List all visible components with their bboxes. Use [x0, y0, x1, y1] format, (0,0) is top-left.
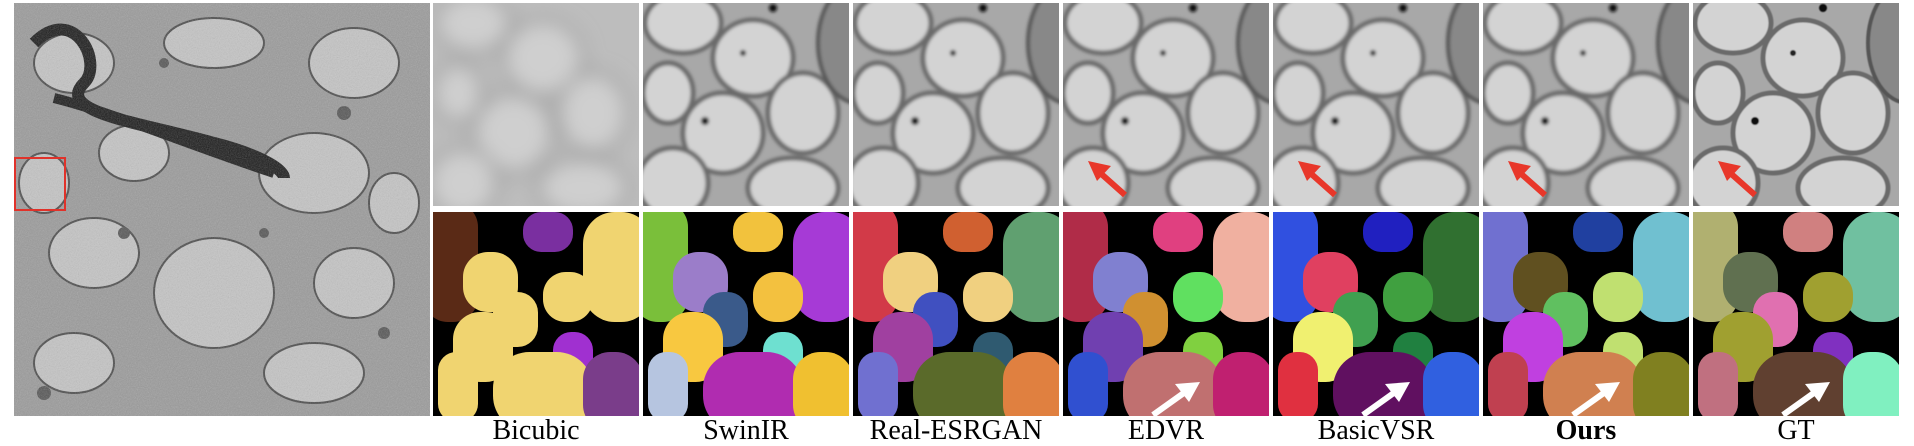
red-arrow-icon	[1298, 161, 1337, 198]
result-image-ours	[1483, 3, 1689, 206]
result-panel-basicvsr	[1273, 3, 1479, 206]
segmentation-image-gt	[1693, 212, 1899, 416]
result-image-real-esrgan	[853, 3, 1059, 206]
segmentation-panel-swinir	[643, 212, 849, 416]
white-arrow-icon	[1151, 382, 1200, 416]
segmentation-image-real-esrgan	[853, 212, 1059, 416]
segmentation-panel-bicubic	[433, 212, 639, 416]
result-panel-bicubic	[433, 3, 639, 206]
column-label-gt: GT	[1777, 415, 1815, 446]
result-panel-gt	[1693, 3, 1899, 206]
result-image-gt	[1693, 3, 1899, 206]
column-label-ours: Ours	[1555, 415, 1617, 446]
segmentation-panel-basicvsr	[1273, 212, 1479, 416]
segmentation-panel-ours	[1483, 212, 1689, 416]
segmentation-image-swinir	[643, 212, 849, 416]
white-arrow-icon	[1361, 382, 1410, 416]
result-panel-real-esrgan	[853, 3, 1059, 206]
segmentation-image-ours	[1483, 212, 1689, 416]
column-label-real-esrgan: Real-ESRGAN	[869, 415, 1043, 446]
overview-em-image	[14, 3, 430, 416]
result-panel-ours	[1483, 3, 1689, 206]
segmentation-image-edvr	[1063, 212, 1269, 416]
segmentation-image-basicvsr	[1273, 212, 1479, 416]
white-arrow-icon	[1781, 382, 1830, 416]
column-label-basicvsr: BasicVSR	[1317, 415, 1435, 446]
red-arrow-icon	[1088, 161, 1127, 198]
column-label-edvr: EDVR	[1127, 415, 1205, 446]
result-panel-swinir	[643, 3, 849, 206]
white-arrow-icon	[1571, 382, 1620, 416]
result-image-basicvsr	[1273, 3, 1479, 206]
column-label-swinir: SwinIR	[703, 415, 789, 446]
segmentation-panel-edvr	[1063, 212, 1269, 416]
result-panel-edvr	[1063, 3, 1269, 206]
segmentation-panel-real-esrgan	[853, 212, 1059, 416]
result-image-swinir	[643, 3, 849, 206]
result-image-edvr	[1063, 3, 1269, 206]
highlight-box	[14, 157, 66, 211]
red-arrow-icon	[1508, 161, 1547, 198]
overview-em-svg	[14, 3, 430, 416]
segmentation-image-bicubic	[433, 212, 639, 416]
result-image-bicubic	[433, 3, 639, 206]
column-label-bicubic: Bicubic	[492, 415, 580, 446]
red-arrow-icon	[1718, 161, 1757, 198]
segmentation-panel-gt	[1693, 212, 1899, 416]
